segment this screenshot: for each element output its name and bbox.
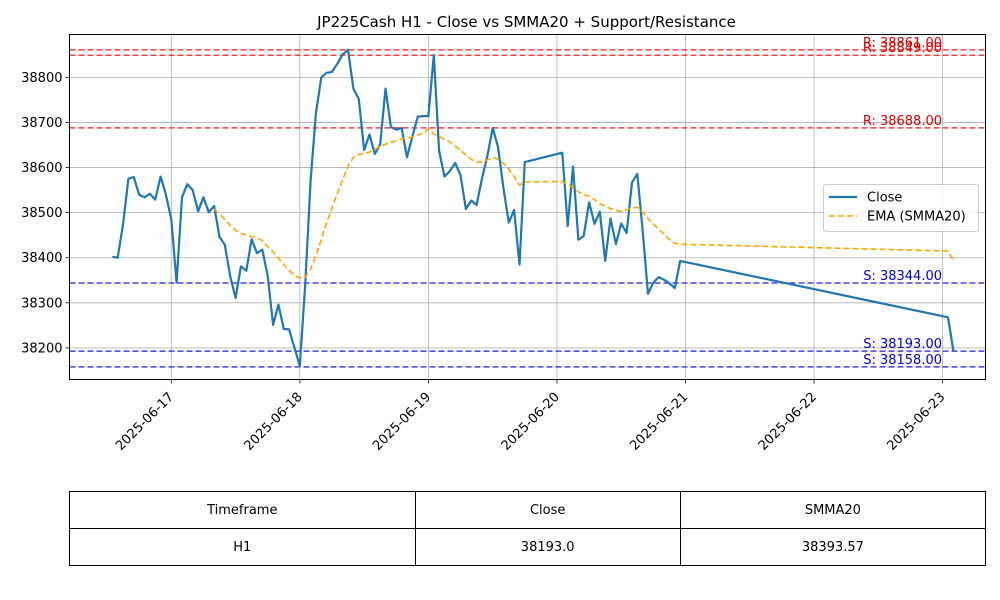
close-series-line bbox=[112, 48, 955, 368]
cell-close: 38193.0 bbox=[414, 528, 681, 566]
summary-table: Timeframe Close SMMA20 H1 38193.0 38393.… bbox=[69, 491, 987, 566]
series-lines bbox=[112, 48, 955, 368]
resistance-level-label: R: 38849.00 bbox=[863, 41, 942, 56]
y-tick-label: 38600 bbox=[21, 161, 62, 176]
legend-close-label: Close bbox=[867, 191, 902, 206]
x-tick-label: 2025-06-22 bbox=[756, 390, 820, 454]
y-tick-label: 38800 bbox=[21, 71, 62, 86]
cell-smma20: 38393.57 bbox=[679, 528, 987, 566]
table-row: H1 38193.0 38393.57 bbox=[69, 528, 987, 566]
y-tick-label: 38400 bbox=[21, 251, 62, 266]
y-tick-label: 38200 bbox=[21, 341, 62, 356]
cell-timeframe: H1 bbox=[69, 528, 416, 566]
plot-frame bbox=[69, 34, 986, 380]
x-tick-label: 2025-06-20 bbox=[499, 390, 563, 454]
header-smma20: SMMA20 bbox=[679, 491, 987, 529]
resistance-level-label: R: 38861.00 bbox=[863, 36, 942, 51]
support-level-label: S: 38193.00 bbox=[863, 337, 942, 352]
support-level-label: S: 38158.00 bbox=[863, 353, 942, 368]
chart-area: JP225Cash H1 - Close vs SMMA20 + Support… bbox=[21, 13, 986, 454]
level-labels: R: 38861.00R: 38849.00 R: 38688.00 S: 3834… bbox=[863, 36, 942, 368]
y-tick-label: 38300 bbox=[21, 296, 62, 311]
ema-series-line bbox=[213, 128, 955, 279]
legend: Close EMA (SMMA20) bbox=[823, 184, 979, 232]
x-tick-label: 2025-06-17 bbox=[113, 390, 177, 454]
y-tick-label: 38700 bbox=[21, 116, 62, 131]
table-header-row: Timeframe Close SMMA20 bbox=[69, 491, 987, 529]
legend-ema-label: EMA (SMMA20) bbox=[867, 210, 966, 225]
header-close: Close bbox=[414, 491, 681, 529]
x-tick-label: 2025-06-23 bbox=[884, 390, 948, 454]
chart-title: JP225Cash H1 - Close vs SMMA20 + Support… bbox=[316, 13, 736, 31]
legend-box bbox=[823, 184, 979, 232]
x-tick-label: 2025-06-18 bbox=[242, 390, 306, 454]
x-tick-label: 2025-06-19 bbox=[370, 390, 434, 454]
x-tick-label: 2025-06-21 bbox=[627, 390, 691, 454]
support-level-label: S: 38344.00 bbox=[863, 269, 942, 284]
resistance-level-label: R: 38688.00 bbox=[863, 114, 942, 129]
header-timeframe: Timeframe bbox=[69, 491, 416, 529]
y-tick-label: 38500 bbox=[21, 206, 62, 221]
